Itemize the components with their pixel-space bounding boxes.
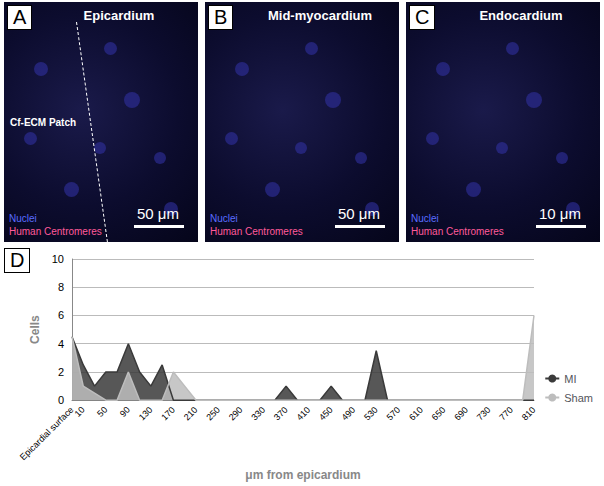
svg-text:2: 2 xyxy=(58,366,64,378)
html-text:B: B xyxy=(214,6,228,28)
svg-text:330: 330 xyxy=(249,405,267,423)
svg-text:4: 4 xyxy=(58,338,64,350)
svg-text:10: 10 xyxy=(52,253,64,265)
svg-text:Sham: Sham xyxy=(564,392,593,404)
svg-text:650: 650 xyxy=(430,405,448,423)
html-text:Epicardium: Epicardium xyxy=(83,8,155,23)
svg-text:90: 90 xyxy=(118,405,132,419)
svg-text:10: 10 xyxy=(73,405,87,419)
html-text:Mid-myocardium: Mid-myocardium xyxy=(268,8,372,23)
svg-text:210: 210 xyxy=(182,405,200,423)
html-text:A: A xyxy=(13,6,27,28)
svg-text:μm from epicardium: μm from epicardium xyxy=(245,468,360,482)
html-text:50 μm: 50 μm xyxy=(338,205,380,222)
html-text:Human Centromeres: Human Centromeres xyxy=(210,226,303,237)
svg-text:570: 570 xyxy=(385,405,403,423)
html-text:Nuclei: Nuclei xyxy=(210,213,238,224)
svg-text:MI: MI xyxy=(564,373,576,385)
svg-text:530: 530 xyxy=(362,405,380,423)
html-text:Nuclei: Nuclei xyxy=(9,213,37,224)
html-text:Human Centromeres: Human Centromeres xyxy=(411,226,504,237)
svg-text:50: 50 xyxy=(95,405,109,419)
svg-text:490: 490 xyxy=(340,405,358,423)
svg-text:410: 410 xyxy=(294,405,312,423)
svg-text:610: 610 xyxy=(407,405,425,423)
html-text:Human Centromeres: Human Centromeres xyxy=(9,226,102,237)
svg-text:290: 290 xyxy=(227,405,245,423)
svg-text:130: 130 xyxy=(137,405,155,423)
html-text:Cf-ECM Patch: Cf-ECM Patch xyxy=(10,117,77,128)
svg-text:810: 810 xyxy=(520,405,538,423)
html-text:Nuclei: Nuclei xyxy=(411,213,439,224)
html-text:D: D xyxy=(10,249,25,271)
html-text:Endocardium: Endocardium xyxy=(479,8,563,23)
svg-text:170: 170 xyxy=(159,405,177,423)
html-text:10 μm: 10 μm xyxy=(539,205,581,222)
html-text:50 μm: 50 μm xyxy=(137,205,179,222)
svg-text:8: 8 xyxy=(58,281,64,293)
svg-text:370: 370 xyxy=(272,405,290,423)
svg-text:6: 6 xyxy=(58,309,64,321)
svg-text:Epicardial surface: Epicardial surface xyxy=(18,405,76,463)
svg-text:Cells: Cells xyxy=(28,315,42,344)
svg-text:690: 690 xyxy=(452,405,470,423)
html-text:C: C xyxy=(415,6,430,28)
svg-text:450: 450 xyxy=(317,405,335,423)
svg-text:770: 770 xyxy=(497,405,515,423)
svg-text:0: 0 xyxy=(58,394,64,406)
svg-text:730: 730 xyxy=(475,405,493,423)
svg-text:250: 250 xyxy=(204,405,222,423)
